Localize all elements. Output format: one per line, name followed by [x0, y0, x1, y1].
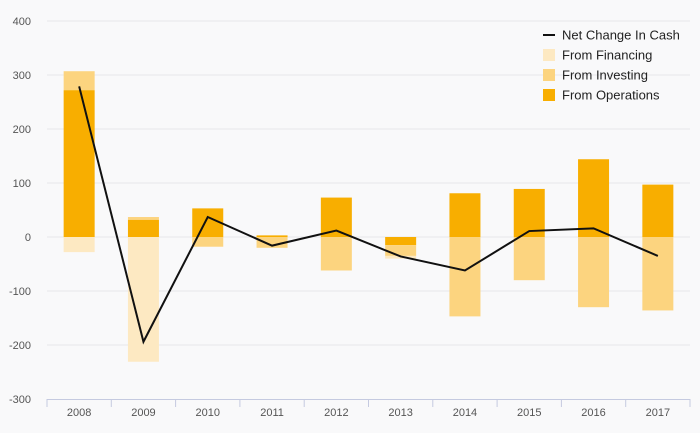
y-tick-label: 400 — [13, 16, 31, 28]
legend-swatch-from-financing — [543, 49, 555, 61]
x-axis: 2008 2009 2010 2011 2012 2013 2014 2015 2016 2017 — [46, 399, 691, 419]
bar-from-operations-2015 — [513, 188, 545, 237]
legend: Net Change In Cash From Financing From Inv… — [543, 28, 680, 103]
x-tick-label: 2008 — [67, 407, 91, 419]
bar-from-investing-2011 — [256, 237, 288, 248]
bar-from-investing-2016 — [578, 237, 610, 308]
bar-from-operations-2016 — [578, 159, 610, 237]
y-tick-label: -100 — [9, 286, 31, 298]
legend-label-from-investing: From Investing — [562, 68, 648, 83]
legend-label-net-change-in-cash: Net Change In Cash — [562, 28, 680, 43]
y-tick-label: 200 — [13, 124, 31, 136]
x-tick-label: 2012 — [324, 407, 348, 419]
net-change-line — [78, 86, 659, 345]
bar-from-investing-2012 — [320, 237, 352, 271]
y-tick-label: 300 — [13, 70, 31, 82]
bar-from-financing-2008 — [63, 237, 95, 253]
y-tick-label: -300 — [9, 394, 31, 406]
bar-from-operations-2009 — [127, 219, 159, 237]
net-change-line-layer — [78, 86, 659, 345]
legend-label-from-operations: From Operations — [562, 88, 660, 103]
x-tick-label: 2013 — [388, 407, 412, 419]
bar-from-investing-2015 — [513, 237, 545, 281]
x-tick-label: 2016 — [581, 407, 605, 419]
bar-from-operations-2014 — [449, 193, 481, 237]
bar-from-operations-2011 — [256, 235, 288, 237]
legend-label-from-financing: From Financing — [562, 48, 652, 63]
bar-from-investing-2010 — [192, 237, 224, 247]
bars — [63, 71, 674, 362]
bar-from-investing-2013 — [385, 245, 417, 256]
x-tick-label: 2017 — [646, 407, 670, 419]
bar-from-operations-2017 — [642, 184, 674, 237]
legend-swatch-from-investing — [543, 69, 555, 81]
x-tick-label: 2011 — [260, 407, 284, 419]
bar-from-operations-2008 — [63, 90, 95, 238]
x-tick-label: 2014 — [453, 407, 477, 419]
bar-from-investing-2017 — [642, 237, 674, 311]
y-axis: -300 -200 -100 0 100 200 300 400 — [9, 16, 31, 406]
bar-from-operations-2013 — [385, 237, 417, 246]
x-tick-label: 2010 — [196, 407, 220, 419]
y-tick-label: 100 — [13, 178, 31, 190]
y-tick-label: 0 — [25, 232, 31, 244]
y-tick-label: -200 — [9, 340, 31, 352]
bar-from-investing-2009 — [127, 217, 159, 220]
legend-swatch-from-operations — [543, 89, 555, 101]
bar-from-investing-2014 — [449, 237, 481, 317]
bar-from-investing-2008 — [63, 71, 95, 91]
x-tick-label: 2009 — [131, 407, 155, 419]
x-tick-label: 2015 — [517, 407, 541, 419]
